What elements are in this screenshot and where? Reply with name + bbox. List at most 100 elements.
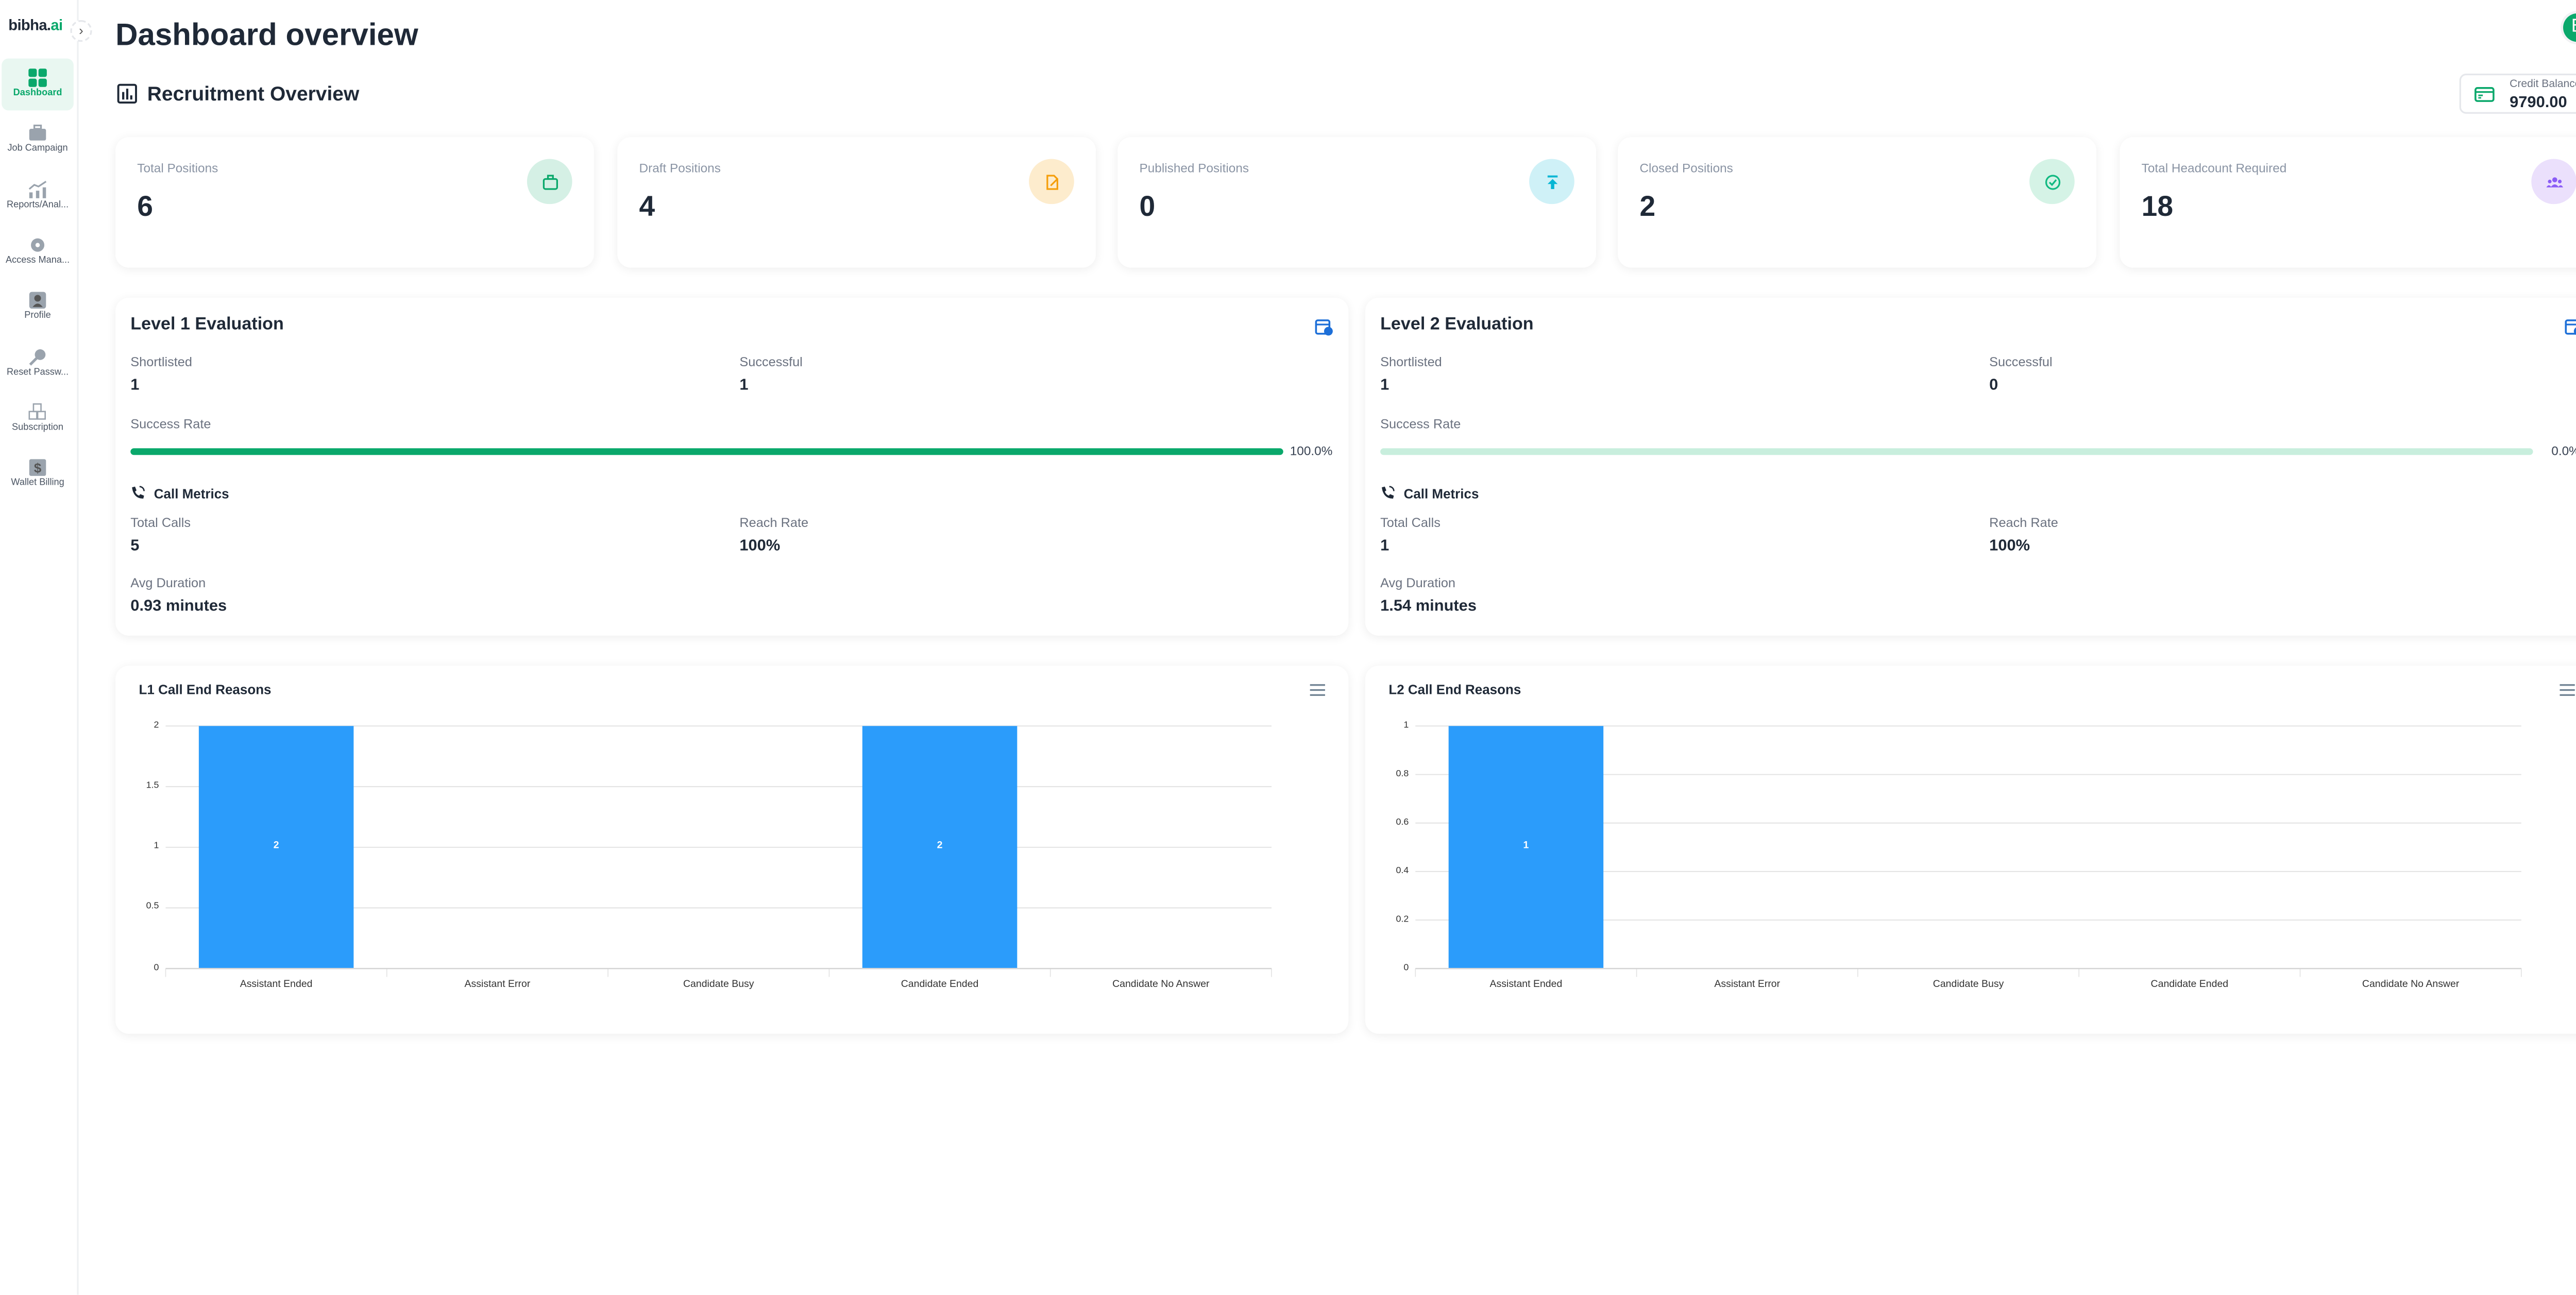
logo-accent: ai — [50, 16, 63, 33]
y-tick-label: 0.2 — [1396, 914, 1409, 925]
y-tick-label: 1 — [1403, 720, 1409, 730]
level-2-evaluation-card: Level 2 Evaluation Shortlisted 1 Successful… — [1365, 298, 2576, 636]
stat-card-total-positions: Total Positions 6 — [115, 137, 594, 268]
call-metrics-heading: Call Metrics — [130, 485, 229, 504]
stat-card-closed-positions: Closed Positions 2 — [1618, 137, 2096, 268]
sidebar-item-wallet-billing[interactable]: $ Wallet Billing — [2, 449, 74, 501]
sidebar-item-reports-anal[interactable]: Reports/Anal... — [2, 170, 74, 222]
rate-label: Success Rate — [130, 416, 211, 432]
x-tick-label: Candidate Ended — [2150, 980, 2229, 991]
stat-card-total-headcount-required: Total Headcount Required 18 — [2120, 137, 2576, 268]
call-metrics-label: Call Metrics — [154, 486, 229, 502]
stat-value: 2 — [1639, 191, 1656, 223]
sidebar-item-label: Dashboard — [13, 89, 62, 99]
menu-line — [1310, 684, 1325, 687]
chart-menu-icon[interactable] — [2560, 684, 2575, 699]
stat-value: 4 — [639, 191, 655, 223]
evaluation-title: Level 1 Evaluation — [130, 314, 284, 335]
phone-icon — [1380, 485, 1395, 504]
section-title: Recruitment Overview — [117, 82, 359, 106]
success-rate-progress — [1380, 448, 2533, 455]
reach: 100% — [739, 537, 781, 556]
y-tick-label: 0.8 — [1396, 769, 1409, 779]
chart-menu-icon[interactable] — [1310, 684, 1325, 699]
x-tick-label: Candidate Busy — [1933, 980, 2004, 991]
y-tick-label: 1 — [154, 841, 159, 851]
call-metrics-label: Call Metrics — [1403, 486, 1479, 502]
rate-label: Success Rate — [1380, 416, 1461, 432]
x-tick-label: Assistant Ended — [240, 980, 313, 991]
stat-card-published-positions: Published Positions 0 — [1117, 137, 1597, 268]
logo[interactable]: bibha.ai — [8, 16, 63, 33]
menu-line — [2560, 694, 2575, 696]
y-tick-label: 0 — [154, 962, 159, 973]
sidebar-item-access-mana[interactable]: Access Mana... — [2, 226, 74, 278]
y-tick-label: 2 — [154, 720, 159, 730]
sidebar-item-reset-passw[interactable]: Reset Passw... — [2, 337, 74, 389]
calendar-icon[interactable] — [2565, 315, 2576, 345]
edit-document-icon — [1029, 159, 1074, 205]
sidebar-item-label: Wallet Billing — [11, 479, 64, 489]
sidebar-item-label: Profile — [24, 311, 51, 322]
success-rate-value: 100.0% — [1290, 443, 1333, 458]
level-1-evaluation-card: Level 1 Evaluation Shortlisted 1 Successful… — [115, 298, 1349, 636]
call-metrics-heading: Call Metrics — [1380, 485, 1479, 504]
stat-value: 6 — [137, 191, 154, 223]
dur: 0.93 minutes — [130, 597, 227, 616]
y-tick-label: 1.5 — [146, 780, 159, 791]
chart-title: L2 Call End Reasons — [1388, 682, 1521, 698]
x-tick-label: Candidate No Answer — [2362, 980, 2460, 991]
shortlisted-label: Shortlisted — [1380, 354, 1442, 370]
y-tick-label: 0.4 — [1396, 865, 1409, 876]
dur-label: Avg Duration — [130, 575, 206, 591]
y-tick-label: 0.6 — [1396, 817, 1409, 827]
chart-icon — [28, 177, 47, 198]
stat-label: Closed Positions — [1639, 160, 1733, 176]
calls: 5 — [130, 537, 140, 556]
success-rate-value: 0.0% — [2551, 443, 2576, 458]
key-icon — [28, 344, 47, 365]
x-tick-label: Assistant Ended — [1489, 980, 1563, 991]
user-icon — [28, 288, 47, 309]
stat-label: Draft Positions — [639, 160, 721, 176]
bar-chart — [1415, 725, 2522, 977]
sidebar-item-profile[interactable]: Profile — [2, 281, 74, 333]
chart-title: L1 Call End Reasons — [139, 682, 272, 698]
calls-label: Total Calls — [1380, 515, 1440, 531]
calendar-icon[interactable] — [1315, 315, 1333, 345]
x-tick-label: Candidate Ended — [901, 980, 979, 991]
chart-card-l2: L2 Call End Reasons 0 0.2 0.4 0.6 0.8 1 Assista… — [1365, 666, 2576, 1034]
sidebar-item-subscription[interactable]: Subscription — [2, 393, 74, 445]
stat-value: 18 — [2141, 191, 2174, 223]
shortlisted-label: Shortlisted — [130, 354, 192, 370]
sidebar-item-label: Subscription — [12, 422, 64, 433]
briefcase-icon — [28, 121, 47, 141]
bar[interactable] — [862, 726, 1018, 969]
successful: 0 — [1989, 376, 1998, 395]
user-avatar[interactable]: B — [2563, 13, 2576, 42]
grid-icon — [28, 65, 47, 87]
sidebar-item-job-campaign[interactable]: Job Campaign — [2, 114, 74, 166]
bar[interactable] — [1448, 726, 1604, 969]
stat-label: Total Headcount Required — [2141, 160, 2287, 176]
calls-label: Total Calls — [130, 515, 191, 531]
stat-value: 0 — [1139, 191, 1156, 223]
boxes-icon — [28, 399, 47, 420]
successful-label: Successful — [1989, 354, 2053, 370]
stat-label: Total Positions — [137, 160, 218, 176]
data-label: 1 — [1523, 840, 1529, 851]
credit-balance-label: Credit Balance — [2510, 78, 2576, 91]
sidebar-item-dashboard[interactable]: Dashboard — [2, 58, 74, 111]
evaluation-title: Level 2 Evaluation — [1380, 314, 1534, 335]
y-tick-label: 0.5 — [146, 902, 159, 912]
menu-line — [1310, 694, 1325, 696]
bar-chart-icon — [117, 83, 137, 104]
check-circle-icon — [2029, 159, 2075, 205]
successful-label: Successful — [739, 354, 803, 370]
calls: 1 — [1380, 537, 1389, 556]
stat-card-draft-positions: Draft Positions 4 — [617, 137, 1096, 268]
bar[interactable] — [198, 726, 354, 969]
credit-balance-value: 9790.00 — [2510, 93, 2567, 112]
phone-icon — [130, 485, 145, 504]
expand-sidebar-button[interactable]: › — [70, 20, 92, 42]
